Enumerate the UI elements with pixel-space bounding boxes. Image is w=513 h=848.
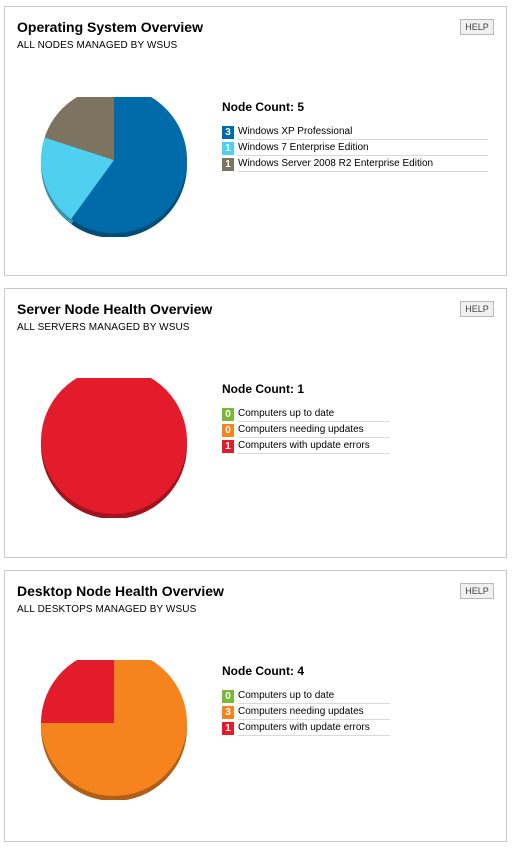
legend-count-badge: 1 [222,141,234,155]
legend-item: 3 Computers needing updates [222,704,390,720]
legend-count-badge: 0 [222,689,234,703]
legend-count-badge: 0 [222,407,234,421]
pie-slice [41,378,187,514]
legend-item: 1 Windows Server 2008 R2 Enterprise Edit… [222,156,488,172]
os-pie-chart [41,97,187,237]
node-count: Node Count: 1 [222,382,304,396]
panel-subtitle: ALL DESKTOPS MANAGED BY WSUS [17,604,197,615]
legend-label: Computers with update errors [238,438,390,454]
pie-slice [41,660,187,796]
legend-count-badge: 3 [222,705,234,719]
legend-label: Computers up to date [238,406,390,422]
node-count: Node Count: 5 [222,100,304,114]
legend-count-badge: 1 [222,721,234,735]
node-count: Node Count: 4 [222,664,304,678]
pie-slice [41,660,114,723]
legend: 0 Computers up to date 0 Computers needi… [222,406,390,454]
server-health-panel: Server Node Health Overview ALL SERVERS … [4,288,507,558]
panel-title: Operating System Overview [17,19,203,35]
legend-label: Computers needing updates [238,704,390,720]
help-button[interactable]: HELP [460,583,494,599]
os-overview-panel: Operating System Overview ALL NODES MANA… [4,6,507,276]
pie-slice [41,137,114,220]
help-button[interactable]: HELP [460,19,494,35]
panel-title: Desktop Node Health Overview [17,583,224,599]
legend-label: Windows XP Professional [238,124,488,140]
legend-label: Computers needing updates [238,422,390,438]
legend-count-badge: 3 [222,125,234,139]
legend-item: 1 Windows 7 Enterprise Edition [222,140,488,156]
pie-slice [71,97,187,233]
legend-count-badge: 1 [222,439,234,453]
legend-label: Windows 7 Enterprise Edition [238,140,488,156]
legend-count-badge: 0 [222,423,234,437]
legend: 3 Windows XP Professional 1 Windows 7 En… [222,124,488,172]
panel-title: Server Node Health Overview [17,301,213,317]
legend-item: 1 Computers with update errors [222,720,390,736]
legend-label: Computers up to date [238,688,390,704]
legend-count-badge: 1 [222,157,234,171]
pie-slice [44,97,114,160]
legend-item: 0 Computers up to date [222,688,390,704]
panel-subtitle: ALL SERVERS MANAGED BY WSUS [17,322,190,333]
legend-label: Computers with update errors [238,720,390,736]
server-health-pie-chart [41,378,187,518]
legend-item: 1 Computers with update errors [222,438,390,454]
legend-item: 3 Windows XP Professional [222,124,488,140]
panel-subtitle: ALL NODES MANAGED BY WSUS [17,40,178,51]
legend: 0 Computers up to date 3 Computers needi… [222,688,390,736]
help-button[interactable]: HELP [460,301,494,317]
desktop-health-panel: Desktop Node Health Overview ALL DESKTOP… [4,570,507,842]
legend-item: 0 Computers up to date [222,406,390,422]
legend-label: Windows Server 2008 R2 Enterprise Editio… [238,156,488,172]
desktop-health-pie-chart [41,660,187,800]
legend-item: 0 Computers needing updates [222,422,390,438]
